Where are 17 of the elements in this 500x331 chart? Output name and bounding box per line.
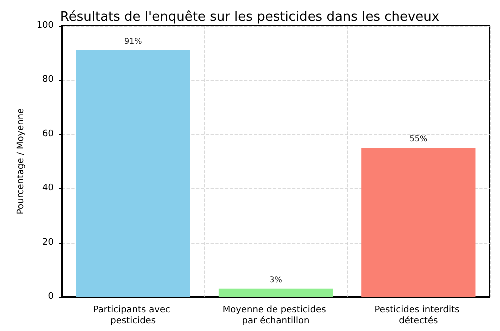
chart-title: Résultats de l'enquête sur les pesticides dans les cheveux [60, 10, 440, 25]
bar [218, 288, 334, 297]
bar [362, 148, 476, 297]
data-label: 55% [410, 134, 428, 144]
y-axis-title: Pourcentage / Moyenne [16, 108, 26, 215]
x-tick-label: Pesticides interdits détectés [374, 306, 463, 326]
y-tick-label: 60 [42, 129, 54, 140]
x-tick-label: Participants avec pesticides [93, 306, 174, 326]
data-label: 91% [124, 36, 143, 46]
data-label: 3% [270, 275, 283, 284]
y-tick-label: 20 [42, 238, 54, 248]
y-tick-label: 80 [42, 75, 54, 86]
y-tick-label: 100 [36, 21, 54, 31]
bar [76, 50, 190, 297]
y-tick-label: 40 [42, 184, 54, 194]
y-tick-label: 0 [48, 292, 54, 302]
x-tick-label: Moyenne de pesticides par échantillon [222, 306, 330, 326]
